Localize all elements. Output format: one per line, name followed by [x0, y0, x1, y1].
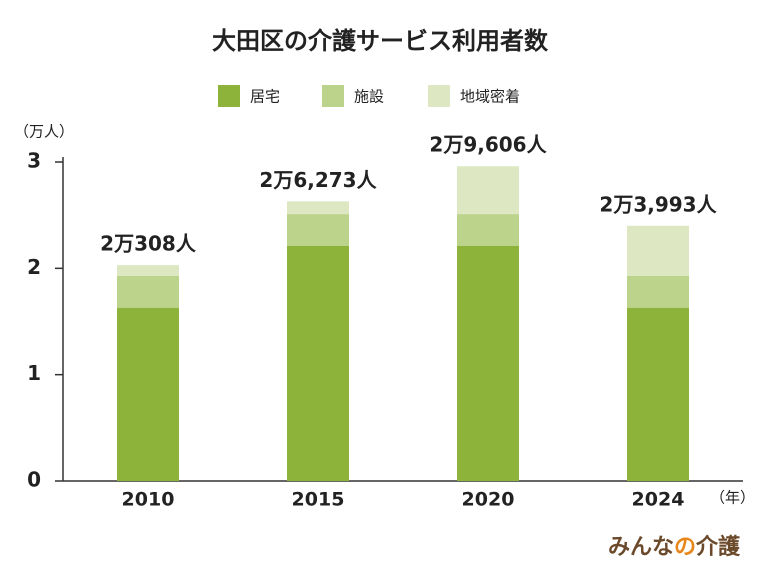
x-tick-label: 2015 — [292, 489, 345, 511]
chart-title: 大田区の介護サービス利用者数 — [212, 27, 549, 55]
brand: みんなの介護 — [608, 534, 741, 560]
y-tick-label: 0 — [27, 468, 41, 492]
x-tick-label: 2024 — [632, 489, 685, 511]
x-tick-label: 2020 — [462, 489, 515, 511]
total-label: 2万3,993人 — [599, 192, 717, 216]
x-tick-label: 2010 — [122, 489, 175, 511]
y-tick-label: 2 — [27, 255, 41, 279]
brand-part: の — [674, 535, 696, 560]
x-unit: （年） — [710, 489, 755, 507]
legend-label: 地域密着 — [460, 88, 520, 106]
legend-swatch — [322, 85, 344, 107]
total-label: 2万9,606人 — [429, 133, 547, 157]
bar-segment — [117, 275, 179, 308]
bar-segment — [627, 275, 689, 308]
bar-segment — [287, 214, 349, 247]
total-label: 2万6,273人 — [259, 168, 377, 192]
legend-label: 施設 — [354, 88, 384, 106]
y-unit: （万人） — [14, 123, 74, 141]
bar-segment — [287, 201, 349, 215]
brand-part: 介護 — [695, 534, 741, 560]
y-tick-label: 1 — [27, 361, 41, 385]
bar-segment — [457, 214, 519, 247]
legend-label: 居宅 — [250, 88, 280, 106]
legend-swatch — [428, 85, 450, 107]
bar-segment — [457, 246, 519, 481]
bar-segment — [287, 246, 349, 481]
bar-segment — [627, 307, 689, 481]
bar-segment — [117, 307, 179, 481]
legend-swatch — [218, 85, 240, 107]
total-label: 2万308人 — [100, 232, 197, 256]
bar-segment — [117, 265, 179, 276]
y-tick-label: 3 — [27, 149, 41, 173]
brand-part: みんな — [608, 535, 674, 560]
bar-segment — [457, 166, 519, 215]
bar-segment — [627, 225, 689, 276]
